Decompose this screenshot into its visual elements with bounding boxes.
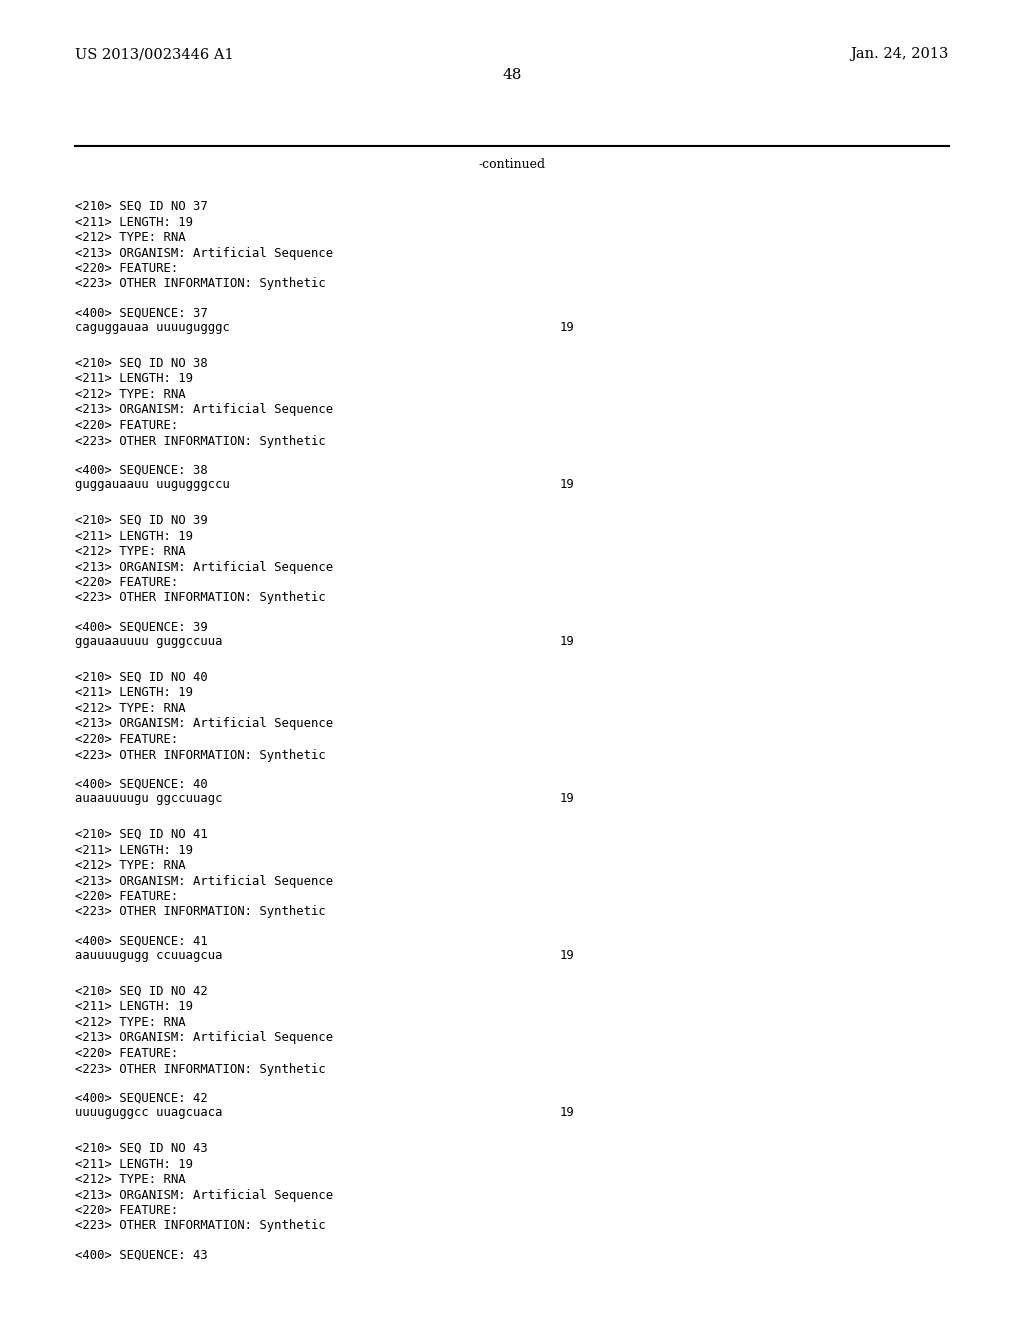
Text: 19: 19 <box>560 478 574 491</box>
Text: caguggauaa uuuugugggc: caguggauaa uuuugugggc <box>75 321 229 334</box>
Text: <210> SEQ ID NO 41: <210> SEQ ID NO 41 <box>75 828 208 841</box>
Text: <210> SEQ ID NO 40: <210> SEQ ID NO 40 <box>75 671 208 684</box>
Text: <212> TYPE: RNA: <212> TYPE: RNA <box>75 1016 185 1030</box>
Text: US 2013/0023446 A1: US 2013/0023446 A1 <box>75 48 233 61</box>
Text: <220> FEATURE:: <220> FEATURE: <box>75 733 178 746</box>
Text: <213> ORGANISM: Artificial Sequence: <213> ORGANISM: Artificial Sequence <box>75 404 333 417</box>
Text: <400> SEQUENCE: 39: <400> SEQUENCE: 39 <box>75 620 208 634</box>
Text: <211> LENGTH: 19: <211> LENGTH: 19 <box>75 372 193 385</box>
Text: aauuuugugg ccuuagcua: aauuuugugg ccuuagcua <box>75 949 222 962</box>
Text: auaauuuugu ggccuuagc: auaauuuugu ggccuuagc <box>75 792 222 805</box>
Text: <213> ORGANISM: Artificial Sequence: <213> ORGANISM: Artificial Sequence <box>75 874 333 887</box>
Text: <223> OTHER INFORMATION: Synthetic: <223> OTHER INFORMATION: Synthetic <box>75 748 326 762</box>
Text: <212> TYPE: RNA: <212> TYPE: RNA <box>75 545 185 558</box>
Text: ggauaauuuu guggccuua: ggauaauuuu guggccuua <box>75 635 222 648</box>
Text: <212> TYPE: RNA: <212> TYPE: RNA <box>75 859 185 873</box>
Text: <211> LENGTH: 19: <211> LENGTH: 19 <box>75 1158 193 1171</box>
Text: Jan. 24, 2013: Jan. 24, 2013 <box>851 48 949 61</box>
Text: <211> LENGTH: 19: <211> LENGTH: 19 <box>75 686 193 700</box>
Text: <211> LENGTH: 19: <211> LENGTH: 19 <box>75 215 193 228</box>
Text: 19: 19 <box>560 1106 574 1119</box>
Text: <220> FEATURE:: <220> FEATURE: <box>75 418 178 432</box>
Text: <213> ORGANISM: Artificial Sequence: <213> ORGANISM: Artificial Sequence <box>75 1188 333 1201</box>
Text: 19: 19 <box>560 321 574 334</box>
Text: <212> TYPE: RNA: <212> TYPE: RNA <box>75 1173 185 1185</box>
Text: <400> SEQUENCE: 38: <400> SEQUENCE: 38 <box>75 465 208 477</box>
Text: <220> FEATURE:: <220> FEATURE: <box>75 576 178 589</box>
Text: <220> FEATURE:: <220> FEATURE: <box>75 1047 178 1060</box>
Text: <223> OTHER INFORMATION: Synthetic: <223> OTHER INFORMATION: Synthetic <box>75 1220 326 1233</box>
Text: <220> FEATURE:: <220> FEATURE: <box>75 261 178 275</box>
Text: <210> SEQ ID NO 37: <210> SEQ ID NO 37 <box>75 201 208 213</box>
Text: <212> TYPE: RNA: <212> TYPE: RNA <box>75 702 185 715</box>
Text: <223> OTHER INFORMATION: Synthetic: <223> OTHER INFORMATION: Synthetic <box>75 434 326 447</box>
Text: <223> OTHER INFORMATION: Synthetic: <223> OTHER INFORMATION: Synthetic <box>75 906 326 919</box>
Text: <213> ORGANISM: Artificial Sequence: <213> ORGANISM: Artificial Sequence <box>75 247 333 260</box>
Text: <223> OTHER INFORMATION: Synthetic: <223> OTHER INFORMATION: Synthetic <box>75 1063 326 1076</box>
Text: <210> SEQ ID NO 42: <210> SEQ ID NO 42 <box>75 985 208 998</box>
Text: <223> OTHER INFORMATION: Synthetic: <223> OTHER INFORMATION: Synthetic <box>75 591 326 605</box>
Text: <220> FEATURE:: <220> FEATURE: <box>75 1204 178 1217</box>
Text: <400> SEQUENCE: 37: <400> SEQUENCE: 37 <box>75 308 208 319</box>
Text: <212> TYPE: RNA: <212> TYPE: RNA <box>75 388 185 401</box>
Text: <220> FEATURE:: <220> FEATURE: <box>75 890 178 903</box>
Text: <400> SEQUENCE: 42: <400> SEQUENCE: 42 <box>75 1092 208 1105</box>
Text: <223> OTHER INFORMATION: Synthetic: <223> OTHER INFORMATION: Synthetic <box>75 277 326 290</box>
Text: <400> SEQUENCE: 40: <400> SEQUENCE: 40 <box>75 777 208 791</box>
Text: 48: 48 <box>503 69 521 82</box>
Text: <211> LENGTH: 19: <211> LENGTH: 19 <box>75 1001 193 1014</box>
Text: 19: 19 <box>560 792 574 805</box>
Text: <210> SEQ ID NO 39: <210> SEQ ID NO 39 <box>75 513 208 527</box>
Text: <210> SEQ ID NO 43: <210> SEQ ID NO 43 <box>75 1142 208 1155</box>
Text: <400> SEQUENCE: 41: <400> SEQUENCE: 41 <box>75 935 208 948</box>
Text: <400> SEQUENCE: 43: <400> SEQUENCE: 43 <box>75 1249 208 1262</box>
Text: <213> ORGANISM: Artificial Sequence: <213> ORGANISM: Artificial Sequence <box>75 561 333 573</box>
Text: <213> ORGANISM: Artificial Sequence: <213> ORGANISM: Artificial Sequence <box>75 1031 333 1044</box>
Text: 19: 19 <box>560 635 574 648</box>
Text: <210> SEQ ID NO 38: <210> SEQ ID NO 38 <box>75 356 208 370</box>
Text: <212> TYPE: RNA: <212> TYPE: RNA <box>75 231 185 244</box>
Text: <211> LENGTH: 19: <211> LENGTH: 19 <box>75 843 193 857</box>
Text: guggauaauu uugugggccu: guggauaauu uugugggccu <box>75 478 229 491</box>
Text: uuuuguggcc uuagcuaca: uuuuguggcc uuagcuaca <box>75 1106 222 1119</box>
Text: -continued: -continued <box>478 158 546 172</box>
Text: <211> LENGTH: 19: <211> LENGTH: 19 <box>75 529 193 543</box>
Text: 19: 19 <box>560 949 574 962</box>
Text: <213> ORGANISM: Artificial Sequence: <213> ORGANISM: Artificial Sequence <box>75 718 333 730</box>
